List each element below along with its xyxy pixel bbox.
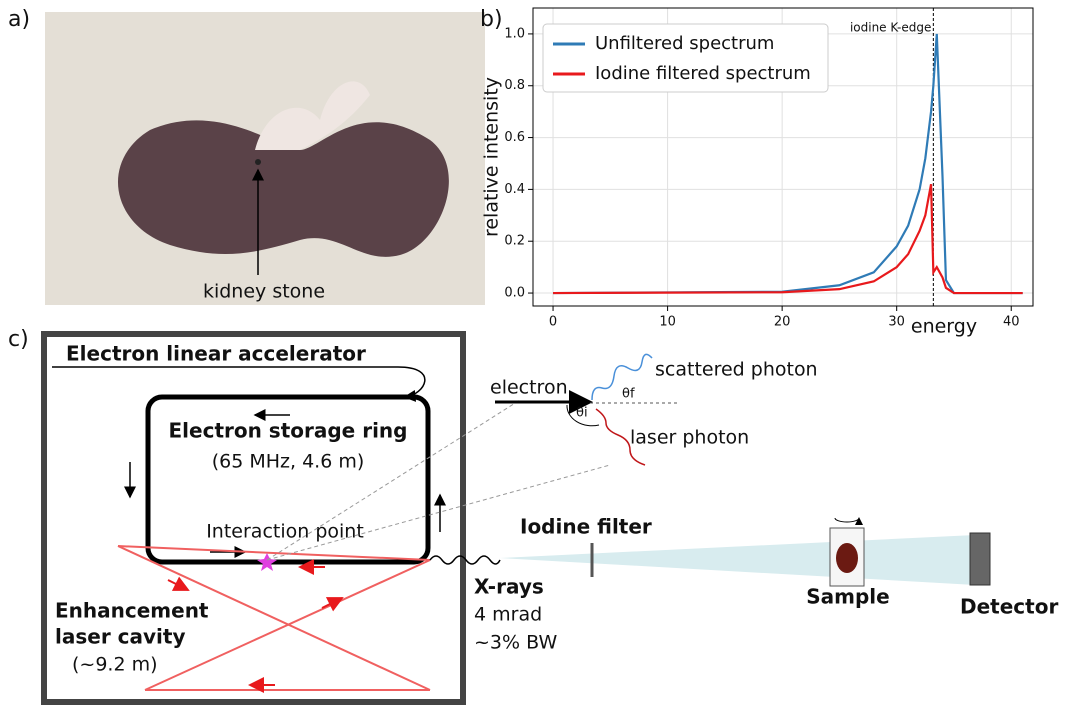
xray-beam [500, 535, 975, 585]
y-tick-label: 1.0 [504, 26, 525, 41]
annotation-label: iodine K-edge [850, 21, 931, 35]
laser-arrow [322, 598, 342, 608]
y-tick-label: 0.2 [504, 234, 525, 249]
interaction-label: Interaction point [206, 521, 364, 543]
electron-label: electron [490, 377, 568, 399]
y-tick-label: 0.4 [504, 182, 525, 197]
x-tick-label: 10 [659, 315, 676, 330]
legend-label: Unfiltered spectrum [595, 33, 774, 54]
x-tick-label: 40 [1003, 315, 1020, 330]
y-tick-label: 0.8 [504, 78, 525, 93]
xray-divergence: 4 mrad [474, 604, 542, 626]
figure: a) kidney stone b) 0 10 20 30 40 0.0 0.2 0.4 0.6… [0, 0, 1083, 706]
theta-f: θf [622, 387, 635, 402]
ring-specs: (65 MHz, 4.6 m) [212, 451, 365, 473]
laser-photon-label: laser photon [630, 427, 749, 449]
spectrum-line [553, 184, 1023, 293]
panel-label: c) [8, 327, 29, 352]
spectrum-chart: 0 10 20 30 40 0.0 0.2 0.4 0.6 0.8 1.0 energy relativ… [481, 8, 1034, 338]
xray-label: X-rays [474, 575, 544, 599]
cavity-size: (~9.2 m) [72, 654, 158, 676]
x-tick-label: 30 [888, 315, 905, 330]
ring-title: Electron storage ring [169, 419, 408, 443]
theta-i: θi [576, 406, 588, 421]
filter-label: Iodine filter [520, 515, 652, 539]
cavity-label: laser cavity [55, 625, 186, 649]
x-tick-label: 20 [774, 315, 791, 330]
panel-label: a) [8, 7, 30, 32]
x-tick-label: 0 [549, 315, 557, 330]
panel-label: b) [480, 7, 503, 32]
y-tick-label: 0.0 [504, 286, 525, 301]
y-axis-label: relative intensity [481, 77, 503, 237]
zoom-line [267, 465, 610, 560]
linac-path [52, 367, 425, 397]
photo-annotation: kidney stone [203, 281, 325, 303]
stone [255, 159, 261, 165]
laser-arrow [168, 580, 188, 590]
rotation-arrow [835, 518, 859, 522]
cavity-label: Enhancement [55, 599, 209, 623]
detector [970, 533, 990, 585]
xray-bandwidth: ~3% BW [474, 632, 557, 654]
x-axis-label: energy [911, 316, 977, 338]
y-tick-label: 0.6 [504, 130, 525, 145]
sample-label: Sample [806, 585, 889, 609]
scattered-label: scattered photon [655, 359, 818, 381]
legend-label: Iodine filtered spectrum [595, 63, 811, 84]
detector-label: Detector [960, 595, 1058, 619]
linac-label: Electron linear accelerator [66, 342, 366, 366]
page: a) kidney stone b) 0 10 20 30 40 0.0 0.2 0.4 0.6… [0, 0, 1083, 706]
sample-kidney [836, 543, 858, 573]
